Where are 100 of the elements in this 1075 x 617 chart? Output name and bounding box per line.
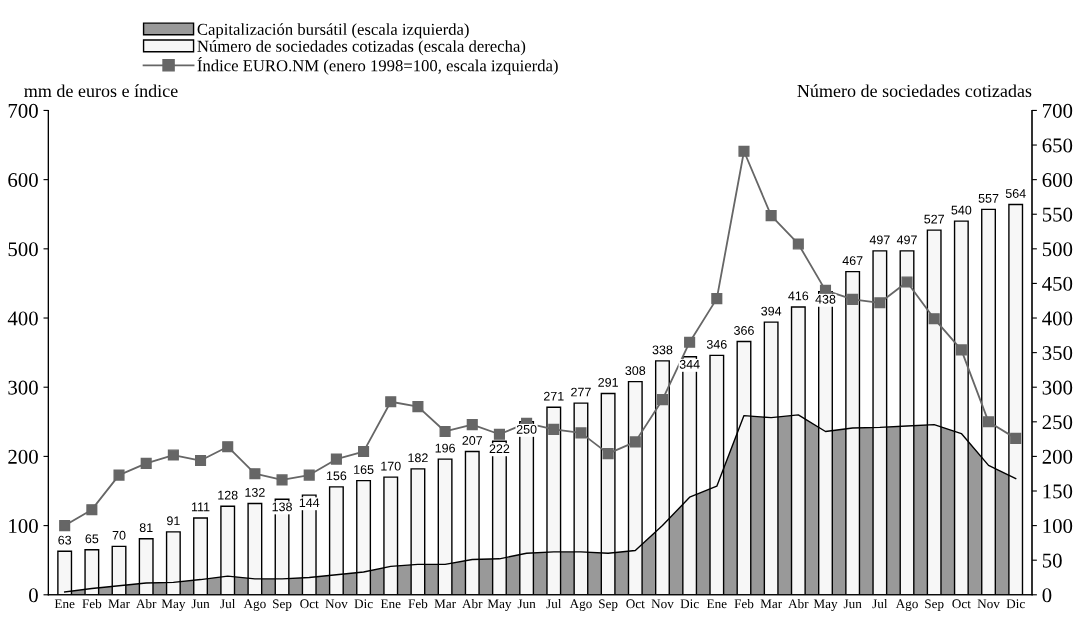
- x-tick-label: Feb: [82, 598, 102, 609]
- data-label: 394: [761, 306, 782, 316]
- y2-tick-label: 550: [1042, 207, 1073, 222]
- data-label: 438: [815, 294, 836, 304]
- data-label: 207: [462, 436, 483, 445]
- point: [59, 520, 71, 532]
- x-tick-label: Sep: [273, 599, 292, 611]
- y2-tick-label: 700: [1043, 103, 1073, 118]
- point: [548, 423, 560, 435]
- x-tick-label: Ago: [243, 599, 266, 611]
- point: [358, 446, 370, 458]
- y2-tick-label: 650: [1042, 138, 1073, 153]
- x-tick-label: Abr: [462, 598, 483, 609]
- data-label: 291: [598, 377, 618, 387]
- x-tick-label: Ago: [569, 599, 592, 611]
- y2-axis-title: Número de sociedades cotizadas: [797, 84, 1032, 98]
- data-label: 308: [625, 366, 646, 376]
- x-tick-label: Mar: [760, 599, 783, 609]
- y2-tick-label: 0: [1042, 588, 1052, 603]
- x-tick-label: Jun: [517, 599, 536, 609]
- data-label: 165: [354, 465, 374, 474]
- x-tick-label: Sep: [599, 599, 618, 611]
- point: [303, 469, 315, 481]
- data-label: 416: [788, 291, 809, 301]
- data-label: 564: [1005, 189, 1026, 198]
- x-tick-label: Oct: [626, 599, 645, 609]
- point: [385, 396, 397, 408]
- point: [412, 401, 424, 413]
- point: [602, 448, 614, 460]
- point: [167, 449, 179, 461]
- point: [847, 293, 859, 305]
- x-tick-label: Nov: [977, 599, 1000, 609]
- x-tick-label: Dic: [680, 599, 699, 609]
- data-label: 132: [245, 487, 265, 497]
- point: [466, 419, 478, 431]
- point: [955, 344, 967, 356]
- x-tick-label: Nov: [651, 599, 674, 609]
- x-tick-label: Mar: [108, 599, 130, 609]
- y2-tick-label: 450: [1042, 276, 1073, 291]
- x-tick-label: May: [487, 599, 512, 611]
- data-label: 277: [571, 387, 591, 397]
- data-label: 111: [191, 502, 210, 512]
- data-label: 338: [652, 345, 673, 355]
- y-tick-label: 600: [8, 173, 38, 188]
- x-tick-label: Feb: [734, 598, 754, 609]
- data-label: 156: [326, 471, 347, 481]
- y2-tick-label: 50: [1042, 553, 1062, 568]
- data-label: 540: [951, 205, 972, 215]
- y-tick-label: 500: [8, 242, 38, 257]
- data-label: 63: [58, 535, 72, 545]
- x-tick-label: Ene: [380, 599, 401, 609]
- x-tick-label: Ago: [895, 599, 918, 611]
- x-tick-label: Jun: [843, 599, 862, 609]
- data-label: 222: [489, 444, 510, 454]
- x-tick-label: Nov: [325, 599, 348, 609]
- x-tick-label: Oct: [952, 599, 971, 609]
- point: [113, 469, 125, 481]
- x-tick-label: Abr: [788, 598, 809, 609]
- legend-label: Capitalización bursátil (escala izquierda): [197, 23, 469, 39]
- x-tick-label: May: [813, 599, 838, 611]
- point: [711, 293, 723, 305]
- data-label: 182: [408, 453, 428, 463]
- data-label: 346: [706, 339, 727, 349]
- x-tick-label: Ene: [54, 599, 75, 609]
- data-label: 497: [896, 235, 917, 245]
- point: [330, 453, 342, 465]
- point: [194, 454, 207, 467]
- data-label: 557: [978, 194, 999, 203]
- data-label: 497: [869, 235, 890, 245]
- y2-tick-label: 400: [1042, 311, 1073, 326]
- point: [901, 276, 913, 288]
- y2-tick-label: 150: [1043, 484, 1073, 499]
- x-tick-label: Dic: [354, 599, 373, 609]
- x-tick-label: Jul: [546, 598, 562, 609]
- point: [1010, 432, 1022, 444]
- x-tick-label: Jul: [872, 598, 888, 609]
- point: [792, 238, 804, 250]
- data-label: 65: [85, 534, 99, 544]
- y2-tick-label: 500: [1042, 242, 1073, 257]
- x-tick-label: Dic: [1006, 599, 1025, 609]
- point: [982, 416, 995, 428]
- point: [874, 297, 886, 309]
- x-tick-label: Abr: [136, 598, 157, 609]
- point: [222, 441, 234, 453]
- data-label: 527: [924, 214, 944, 224]
- data-label: 70: [112, 530, 126, 540]
- x-tick-label: May: [161, 599, 186, 611]
- point: [276, 474, 288, 486]
- y2-tick-label: 600: [1042, 173, 1073, 188]
- data-label: 250: [516, 424, 537, 434]
- y2-tick-label: 100: [1043, 518, 1073, 534]
- x-tick-label: Mar: [434, 599, 456, 609]
- data-label: 170: [381, 461, 401, 471]
- data-label: 81: [139, 523, 153, 533]
- point: [249, 468, 261, 480]
- x-tick-label: Ene: [706, 599, 727, 609]
- x-tick-label: Feb: [408, 598, 428, 609]
- point: [493, 428, 505, 440]
- legend-label: Índice EURO.NM (enero 1998=100, escala izquierda): [197, 56, 558, 75]
- y2-tick-label: 250: [1042, 415, 1073, 430]
